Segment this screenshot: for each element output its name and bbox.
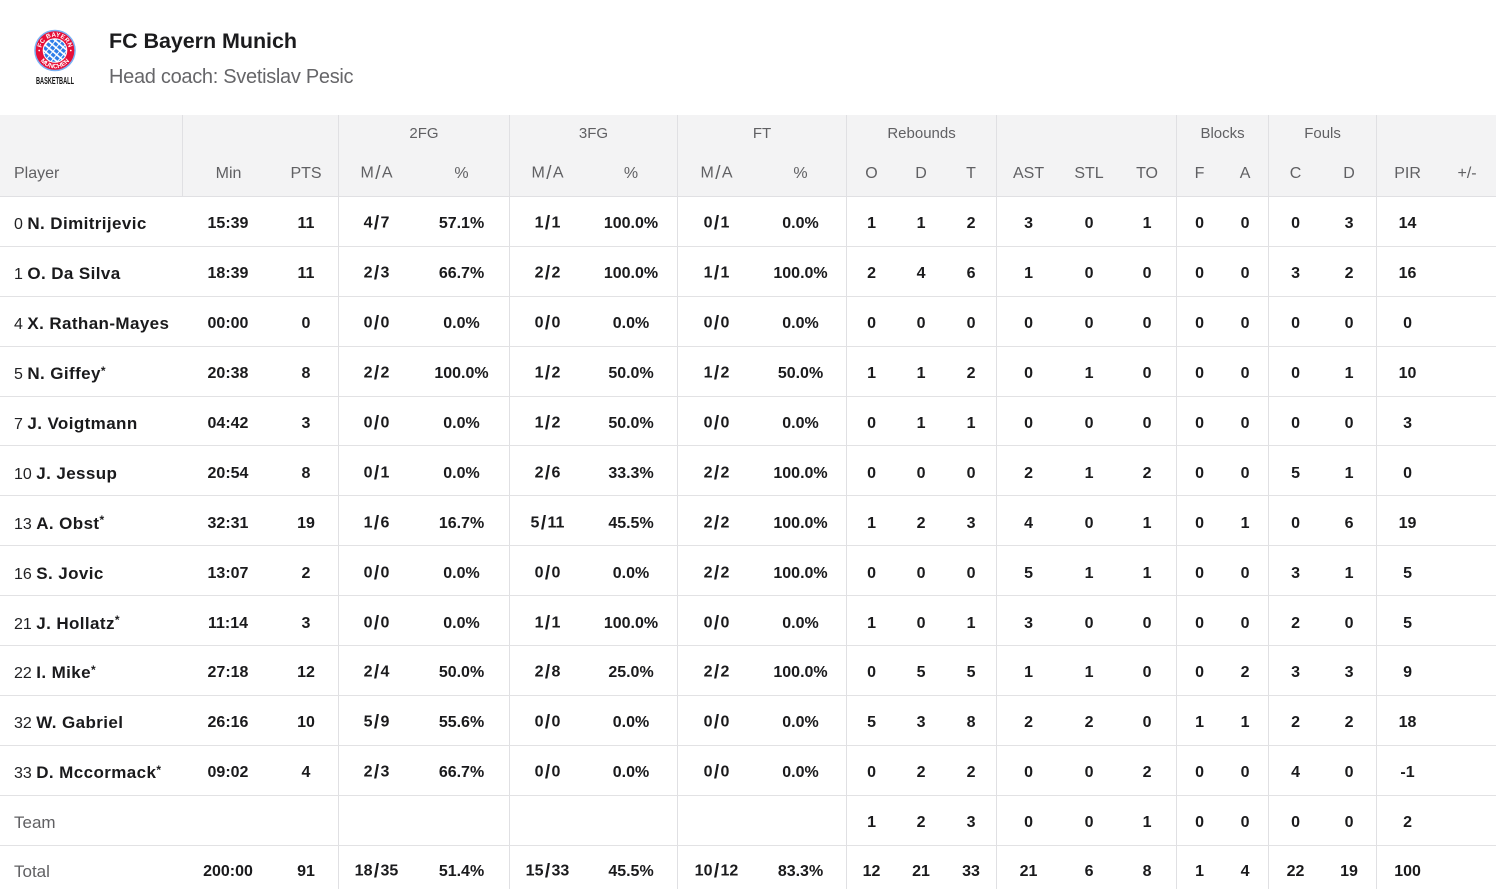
svg-text:BASKETBALL: BASKETBALL	[36, 75, 74, 87]
svg-text:MÜNCHEN: MÜNCHEN	[39, 57, 71, 70]
